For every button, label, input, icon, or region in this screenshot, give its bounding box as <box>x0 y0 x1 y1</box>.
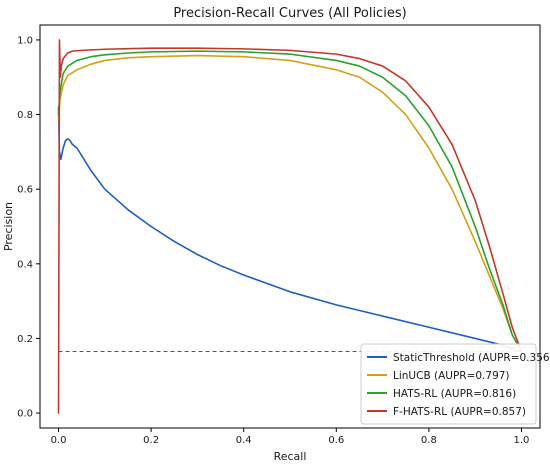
y-tick-label: 1.0 <box>17 35 33 46</box>
series-line-1 <box>57 54 523 353</box>
y-axis-label: Precision <box>2 202 15 251</box>
legend-entry-label: F-HATS-RL (AUPR=0.857) <box>393 406 526 418</box>
x-tick-label: 0.0 <box>51 435 67 446</box>
x-tick-label: 1.0 <box>514 435 530 446</box>
legend-entry-label: LinUCB (AUPR=0.797) <box>393 370 510 382</box>
y-tick-label: 0.4 <box>17 259 33 270</box>
y-tick-label: 0.8 <box>17 110 33 121</box>
x-tick-label: 0.6 <box>328 435 344 446</box>
y-tick-label: 0.2 <box>17 334 33 345</box>
legend-entry-label: StaticThreshold (AUPR=0.356) <box>393 352 550 364</box>
legend-box <box>360 343 537 425</box>
x-tick-label: 0.2 <box>143 435 159 446</box>
x-tick-label: 0.8 <box>421 435 437 446</box>
series-line-0 <box>57 106 523 353</box>
series-line-2 <box>57 50 523 353</box>
series-line-3 <box>57 39 523 414</box>
x-tick-label: 0.4 <box>236 435 252 446</box>
x-axis-label: Recall <box>274 450 307 463</box>
chart-title: Precision-Recall Curves (All Policies) <box>173 6 406 21</box>
legend: StaticThreshold (AUPR=0.356) LinUCB (AUPR… <box>360 343 550 425</box>
plot-frame <box>39 24 541 429</box>
y-tick-label: 0.0 <box>17 409 33 420</box>
axes: 0.0 0.2 0.4 0.6 0.8 1.0 0.0 0.2 0.4 0.6 0.8 1.0 <box>17 24 541 446</box>
legend-entry-label: HATS-RL (AUPR=0.816) <box>393 388 516 400</box>
plot-area <box>57 39 523 414</box>
y-tick-label: 0.6 <box>17 185 33 196</box>
